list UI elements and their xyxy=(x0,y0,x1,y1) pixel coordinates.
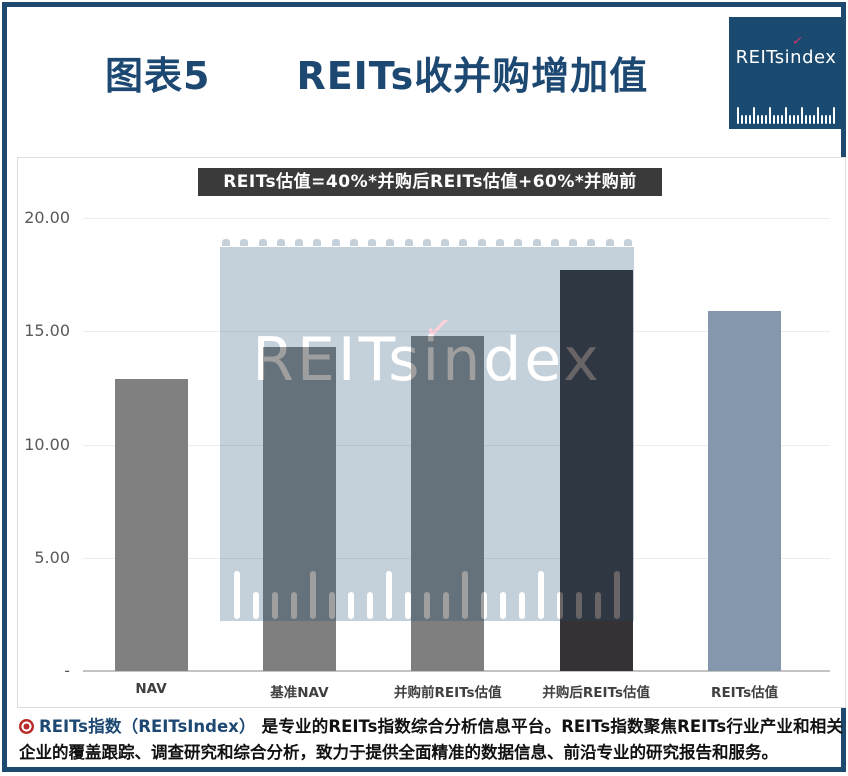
footer-brand: REITs指数（REITsIndex） xyxy=(39,717,256,736)
ruler-tick xyxy=(829,115,831,124)
ruler-tick xyxy=(793,115,795,124)
formula-banner: REITs估值=40%*并购后REITs估值+60%*并购前REITs估值 xyxy=(198,168,662,220)
x-axis-label: 基准NAV xyxy=(270,685,329,701)
y-axis-label: 10.00 xyxy=(24,434,70,454)
y-axis-label: - xyxy=(64,661,70,680)
gridline xyxy=(83,218,830,219)
ruler-tick xyxy=(801,107,803,124)
y-axis-label: 15.00 xyxy=(24,321,70,341)
ruler-tick xyxy=(777,115,779,124)
ruler-tick xyxy=(769,107,771,124)
x-axis-label: NAV xyxy=(135,681,167,697)
logo-wordmark: REITsindex xyxy=(735,47,837,68)
ruler-tick xyxy=(781,115,783,124)
ruler-tick xyxy=(817,107,819,124)
chart-number-label: 图表5 xyxy=(105,54,211,98)
ruler-tick xyxy=(741,115,743,124)
bar-基准NAV xyxy=(262,347,336,671)
ruler-tick xyxy=(797,115,799,124)
x-axis-label: 并购后REITs估值 xyxy=(542,685,650,701)
ruler-tick xyxy=(833,107,835,124)
ruler-tick xyxy=(825,115,827,124)
ruler-tick xyxy=(761,115,763,124)
plot-area: NAV 基准NAV 并购前REITs估值 并购后REITs估值 REITs估值 xyxy=(83,218,830,701)
ruler-tick xyxy=(821,115,823,124)
y-axis-label: 20.00 xyxy=(24,208,70,227)
ruler-tick xyxy=(813,115,815,124)
ruler-tick xyxy=(753,107,755,124)
ruler-tick xyxy=(745,115,747,124)
ruler-tick xyxy=(789,115,791,124)
ruler-tick xyxy=(737,107,739,124)
chart-title-text: REITs收并购增加值 xyxy=(296,54,649,98)
ruler-tick xyxy=(749,115,751,124)
gridline xyxy=(83,331,830,333)
ruler-tick xyxy=(773,115,775,124)
ruler-tick xyxy=(757,115,759,124)
ruler-tick xyxy=(809,115,811,124)
reitsindex-logo: ✓ REITsindex xyxy=(729,17,843,129)
bar-NAV xyxy=(114,378,188,671)
ruler-tick xyxy=(805,115,807,124)
page-title: 图表5 REITs收并购增加值 xyxy=(105,45,648,100)
bar-REITs估值 xyxy=(708,310,782,671)
bar-并购后REITs估值 xyxy=(559,270,633,671)
footer-note: REITs指数（REITsIndex） 是专业的REITs指数综合分析信息平台。… xyxy=(19,714,843,767)
y-axis-label: 5.00 xyxy=(34,547,70,567)
ruler-tick xyxy=(765,115,767,124)
bar-并购前REITs估值 xyxy=(411,335,485,671)
x-axis-label: 并购前REITs估值 xyxy=(394,685,502,701)
footer-description: 是专业的REITs指数综合分析信息平台。REITs指数聚焦REITs行业产业和相… xyxy=(19,717,843,763)
x-axis-label: REITs估值 xyxy=(711,685,779,701)
ruler-tick xyxy=(785,107,787,124)
target-icon xyxy=(19,719,34,734)
ruler-ticks-icon xyxy=(737,107,835,124)
chart-panel: REITs估值=40%*并购后REITs估值+60%*并购前REITs估值 NA… xyxy=(17,157,846,708)
x-axis-line xyxy=(83,670,830,672)
